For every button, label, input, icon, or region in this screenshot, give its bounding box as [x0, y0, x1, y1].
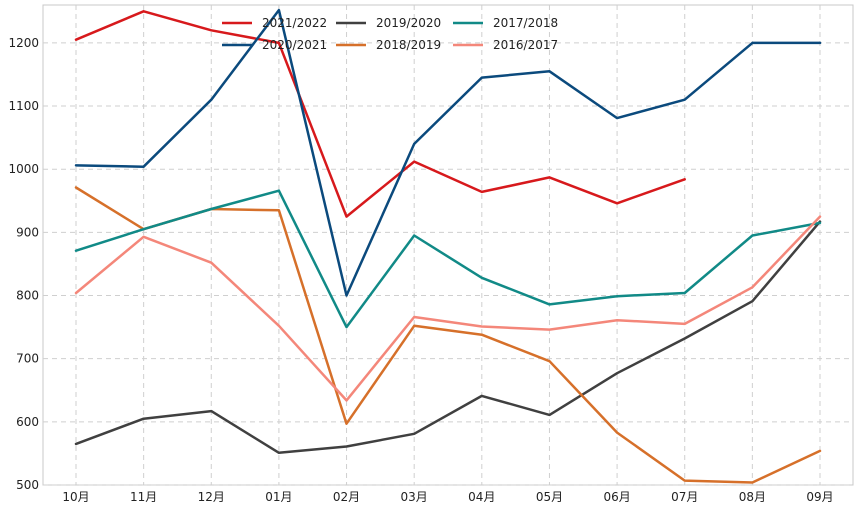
- x-tick-label: 07月: [671, 490, 698, 504]
- x-tick-label: 11月: [130, 490, 157, 504]
- series-line-2020-2021: [74, 8, 822, 297]
- x-tick-label: 10月: [62, 490, 89, 504]
- x-tick-label: 03月: [401, 490, 428, 504]
- y-tick-label: 700: [16, 352, 39, 366]
- series-line-2018-2019: [74, 186, 822, 484]
- grid: [43, 5, 853, 486]
- x-tick-label: 06月: [603, 490, 630, 504]
- legend: 2021/2022 2020/2021 2019/2020 2018/2019 2017…: [222, 16, 558, 52]
- legend-label: 2017/2018: [493, 16, 558, 30]
- x-tick-label: 02月: [333, 490, 360, 504]
- y-tick-label: 1100: [8, 99, 39, 113]
- x-axis-ticks: 10月 11月 12月 01月 02月 03月 04月 05月 06月 07月 08月 09月: [62, 490, 833, 504]
- y-tick-label: 600: [16, 415, 39, 429]
- legend-label: 2018/2019: [376, 38, 441, 52]
- y-tick-label: 900: [16, 225, 39, 239]
- x-tick-label: 04月: [468, 490, 495, 504]
- y-tick-label: 800: [16, 289, 39, 303]
- series-line-2021-2022: [74, 10, 686, 218]
- series-line-2016-2017: [74, 215, 822, 402]
- series-line-2019-2020: [74, 220, 822, 455]
- x-tick-label: 12月: [198, 490, 225, 504]
- legend-label: 2020/2021: [262, 38, 327, 52]
- series-line-2017-2018: [74, 189, 822, 329]
- y-tick-label: 1000: [8, 162, 39, 176]
- x-tick-label: 01月: [265, 490, 292, 504]
- y-tick-label: 500: [16, 478, 39, 492]
- x-tick-label: 08月: [739, 490, 766, 504]
- x-tick-label: 09月: [806, 490, 833, 504]
- legend-label: 2019/2020: [376, 16, 441, 30]
- x-tick-label: 05月: [536, 490, 563, 504]
- y-axis-ticks: 500 600 700 800 900 1000 1100 1200: [8, 36, 39, 492]
- legend-label: 2016/2017: [493, 38, 558, 52]
- series-lines: [74, 8, 822, 484]
- y-tick-label: 1200: [8, 36, 39, 50]
- legend-label: 2021/2022: [262, 16, 327, 30]
